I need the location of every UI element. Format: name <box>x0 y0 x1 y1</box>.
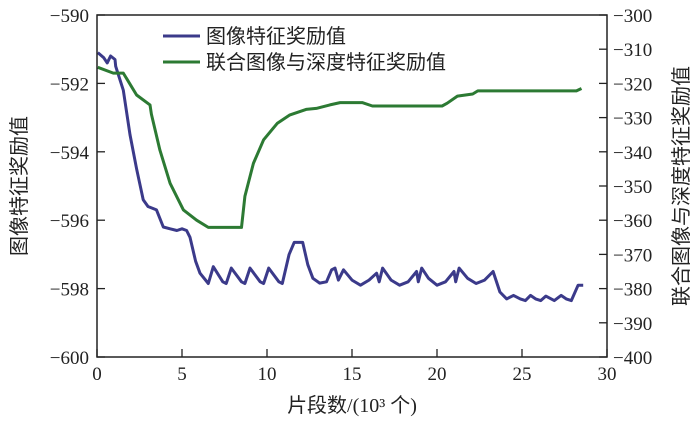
axis-ticks: 0 5 10 15 20 25 30 −600 −598 −596 −594 −592 −590 −400… <box>50 6 652 385</box>
y-left-tick-label: −600 <box>50 348 89 369</box>
series-line-image-reward <box>96 51 584 303</box>
x-tick-label: 10 <box>258 364 277 385</box>
y-axis-label-left: 图像特征奖励值 <box>8 116 31 256</box>
x-tick-label: 15 <box>343 364 362 385</box>
y-right-tick-label: −360 <box>613 211 652 232</box>
y-right-tick-label: −380 <box>613 280 652 301</box>
legend-label-joint: 联合图像与深度特征奖励值 <box>206 51 446 74</box>
y-axis-label-right: 联合图像与深度特征奖励值 <box>670 66 693 306</box>
y-left-tick-label: −590 <box>50 6 89 27</box>
x-tick-label: 5 <box>177 364 187 385</box>
y-left-tick-label: −594 <box>50 143 90 164</box>
y-right-tick-label: −310 <box>613 40 652 61</box>
legend: 图像特征奖励值 联合图像与深度特征奖励值 <box>163 25 446 74</box>
y-right-tick-label: −320 <box>613 74 652 95</box>
legend-label-image: 图像特征奖励值 <box>206 25 346 48</box>
y-right-tick-label: −350 <box>613 177 652 198</box>
y-right-tick-label: −340 <box>613 143 652 164</box>
x-tick-label: 0 <box>92 364 102 385</box>
y-right-tick-label: −370 <box>613 245 652 266</box>
y-right-tick-label: −300 <box>613 6 652 27</box>
y-right-tick-label: −330 <box>613 109 652 130</box>
x-axis-label: 片段数/(10³ 个) <box>287 394 417 417</box>
y-right-tick-label: −390 <box>613 314 652 335</box>
x-tick-label: 30 <box>598 364 617 385</box>
series-line-joint-reward <box>97 65 583 229</box>
series-lines <box>96 51 584 303</box>
y-left-tick-label: −598 <box>50 280 89 301</box>
y-right-tick-label: −400 <box>613 348 652 369</box>
x-tick-label: 25 <box>513 364 532 385</box>
x-tick-label: 20 <box>428 364 447 385</box>
y-left-tick-label: −596 <box>50 211 89 232</box>
y-left-tick-label: −592 <box>50 74 89 95</box>
